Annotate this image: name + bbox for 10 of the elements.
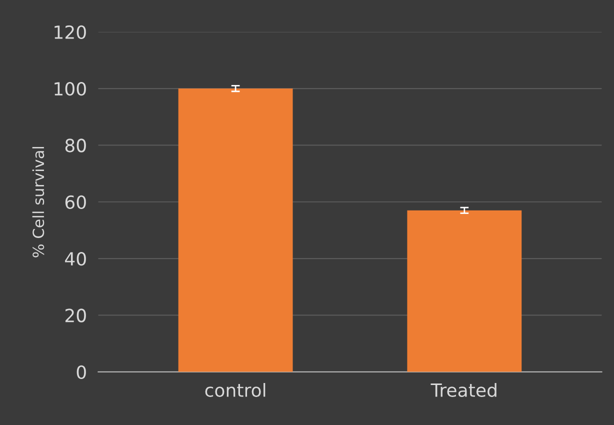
y-tick-label: 0 bbox=[76, 365, 86, 379]
y-tick-label: 80 bbox=[65, 138, 86, 152]
y-tick-label: 20 bbox=[65, 308, 86, 322]
x-tick-label: control bbox=[205, 382, 266, 397]
y-tick-label: 100 bbox=[54, 82, 86, 96]
x-tick-label: Treated bbox=[430, 382, 496, 397]
y-axis-title: % Cell survival bbox=[32, 146, 44, 258]
y-tick-label: 40 bbox=[65, 252, 86, 266]
y-tick-label: 120 bbox=[54, 25, 86, 39]
y-tick-label: 60 bbox=[65, 195, 86, 209]
